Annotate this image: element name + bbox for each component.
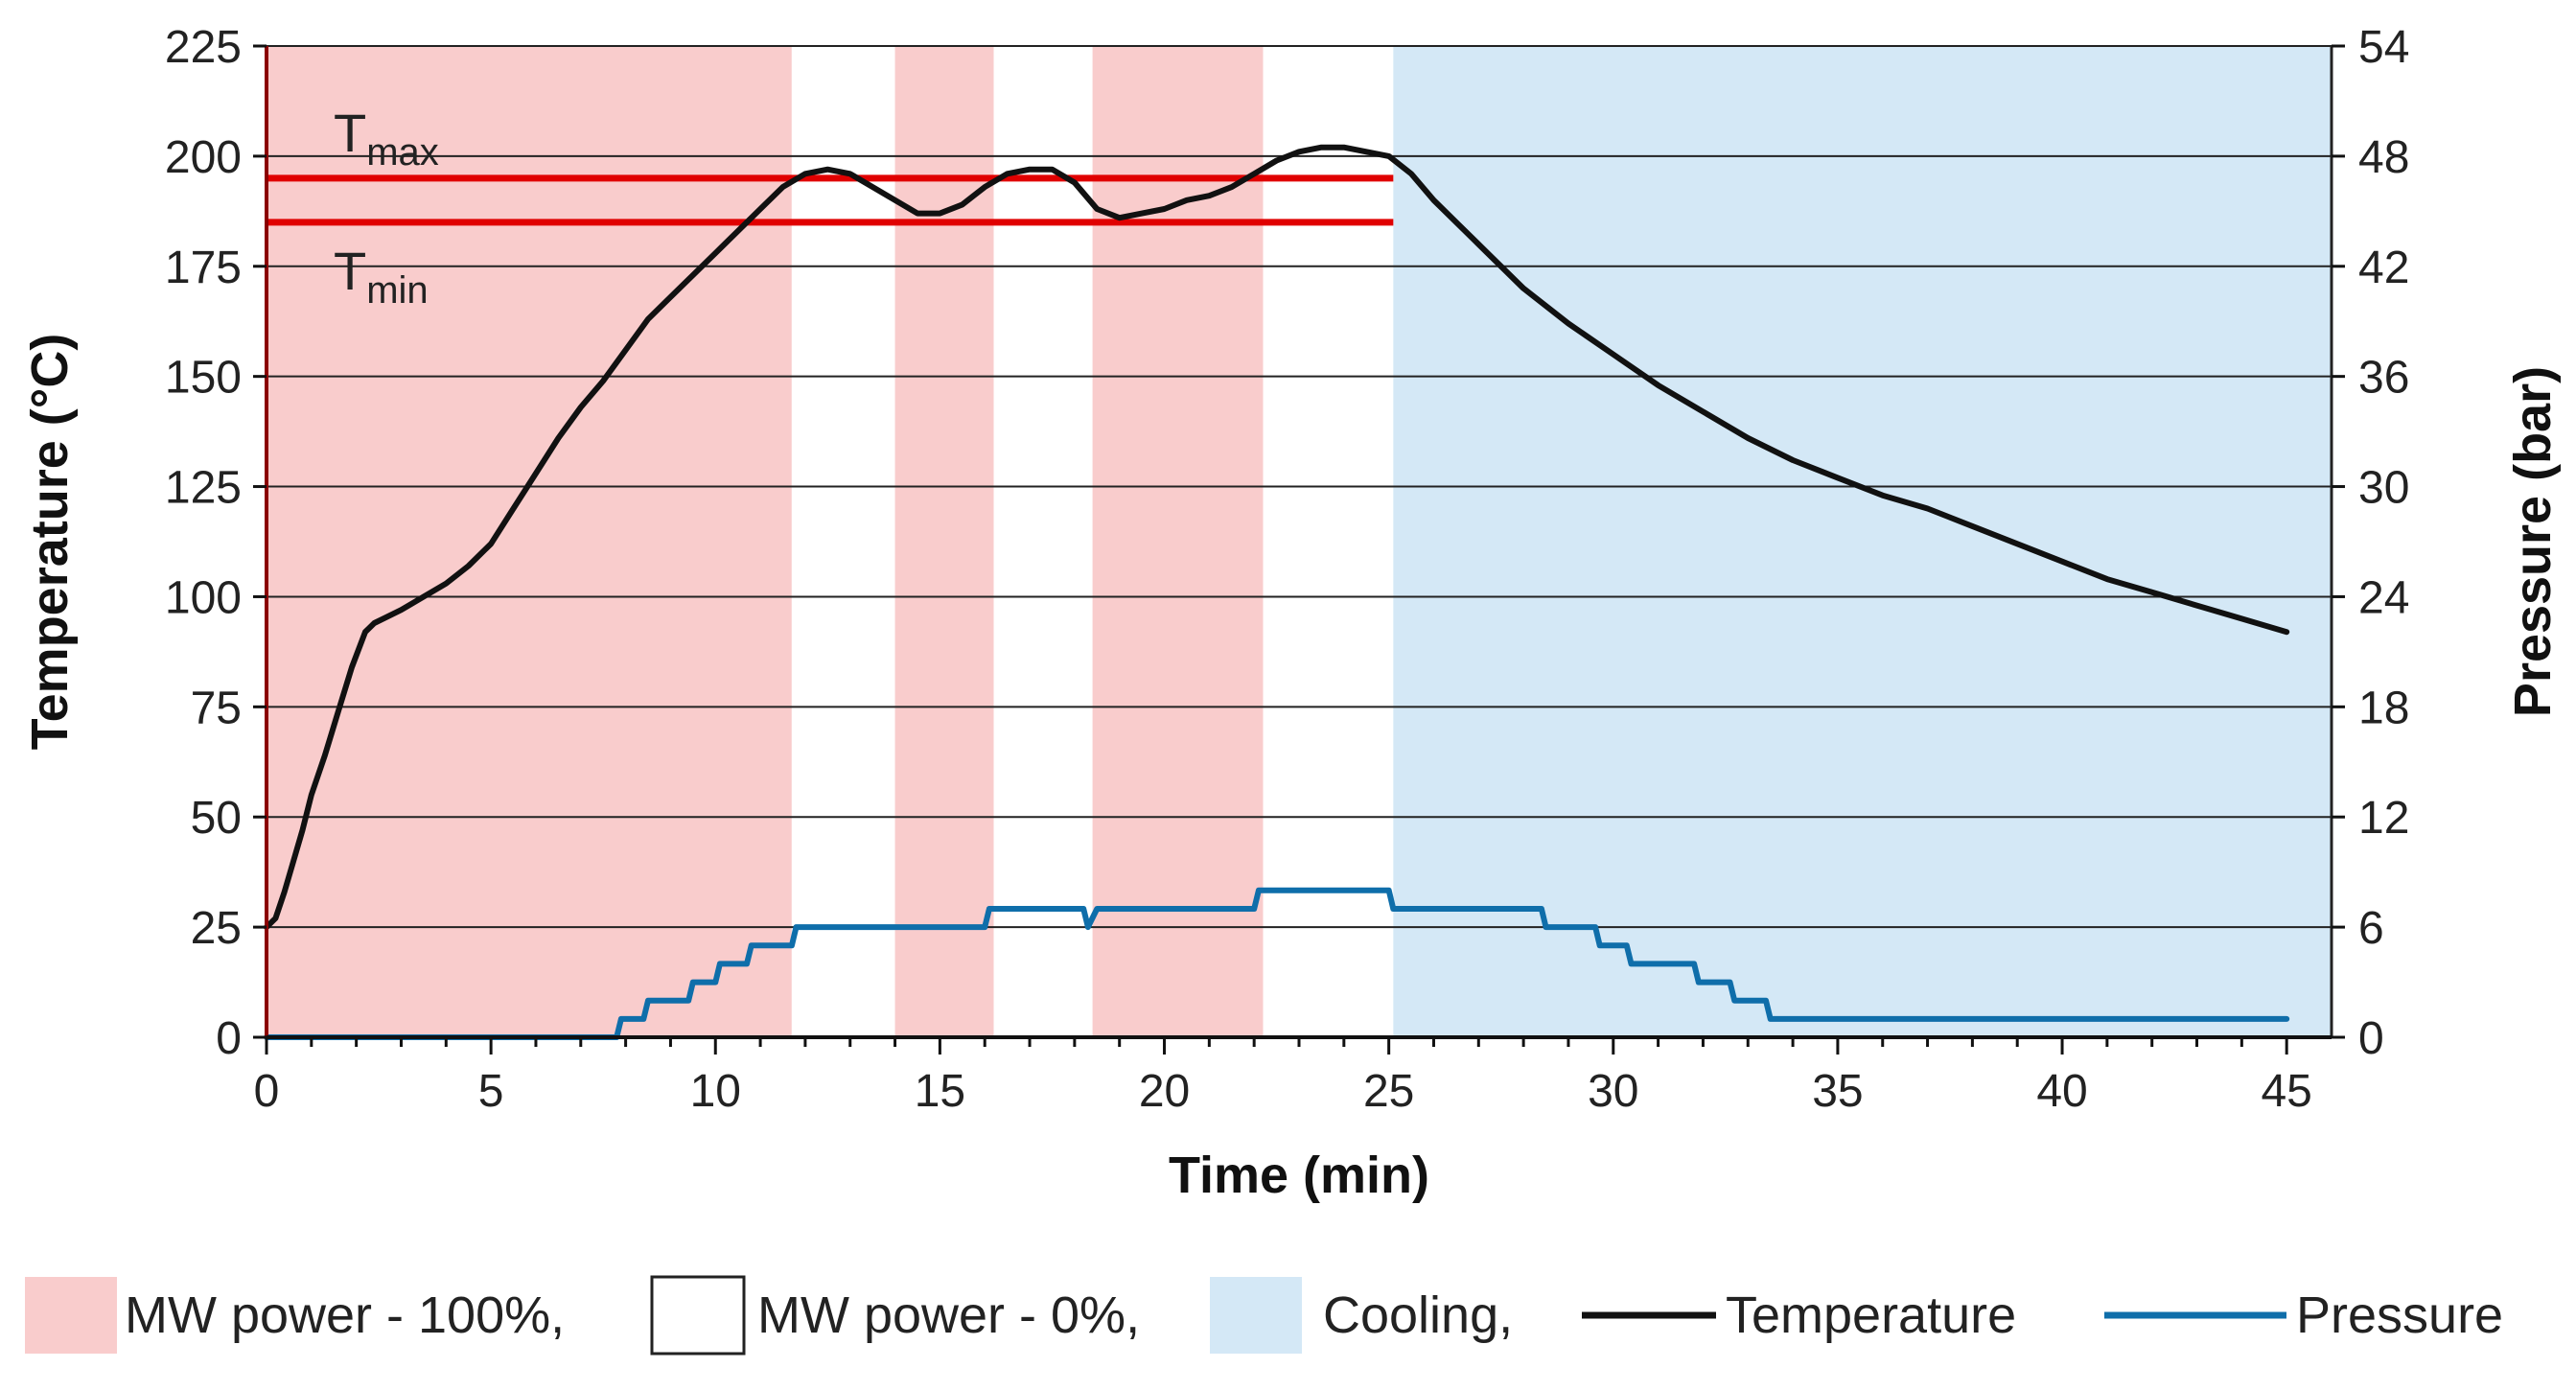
legend-swatch-0 [25, 1277, 117, 1354]
axes [253, 44, 2345, 1055]
limit-label-tmax: Tmax [334, 103, 439, 174]
legend-label-1: MW power - 0%, [757, 1287, 1140, 1344]
region-off-1 [791, 46, 895, 1037]
y-tick-label: 25 [191, 903, 242, 954]
y2-tick-label: 0 [2358, 1013, 2384, 1064]
legend-label-0: MW power - 100%, [125, 1287, 565, 1344]
x-tick-label: 15 [915, 1066, 965, 1117]
legend-label-4: Pressure [2296, 1287, 2503, 1344]
tick-labels: 0 5 10 15 20 25 30 35 40 45 0 25 50 75 100 125 150 175 200… [165, 22, 2409, 1117]
y-tick-label: 100 [165, 572, 242, 623]
x-tick-label: 20 [1139, 1066, 1190, 1117]
y2-tick-label: 42 [2358, 243, 2409, 293]
legend-label-3: Temperature [1726, 1287, 2016, 1344]
series-lines [264, 144, 2290, 1040]
region-heating-4 [1092, 46, 1264, 1037]
y-tick-label: 125 [165, 463, 242, 514]
y2-tick-label: 18 [2358, 683, 2409, 733]
y-tick-label: 75 [191, 683, 242, 733]
x-tick-label: 25 [1363, 1066, 1414, 1117]
region-cooling-6 [1393, 46, 2332, 1037]
y-tick-label: 0 [216, 1013, 242, 1064]
y2-tick-label: 48 [2358, 132, 2409, 183]
x-tick-label: 30 [1588, 1066, 1638, 1117]
x-axis-title: Time (min) [1169, 1147, 1429, 1204]
y-tick-label: 200 [165, 132, 242, 183]
series-pressure-line [264, 887, 2290, 1040]
x-tick-label: 0 [254, 1066, 280, 1117]
limit-lines: Tmax Tmin [267, 103, 1394, 312]
y-tick-label: 150 [165, 353, 242, 404]
legend-label-2: Cooling, [1323, 1287, 1513, 1344]
legend: MW power - 100%, MW power - 0%, Cooling, Te… [25, 1275, 2503, 1356]
y2-tick-label: 36 [2358, 353, 2409, 404]
x-tick-label: 45 [2261, 1066, 2311, 1117]
region-off-5 [1263, 46, 1394, 1037]
y-tick-label: 225 [165, 22, 242, 73]
y2-tick-label: 24 [2358, 572, 2409, 623]
gridlines [267, 45, 2332, 929]
y-axis-title: Temperature (°C) [21, 334, 79, 751]
y2-axis-title: Pressure (bar) [2504, 366, 2562, 717]
legend-swatch-1 [650, 1275, 746, 1356]
x-tick-label: 40 [2036, 1066, 2087, 1117]
legend-swatch-2 [1210, 1277, 1302, 1354]
y2-tick-label: 12 [2358, 793, 2409, 844]
x-tick-label: 5 [478, 1066, 504, 1117]
region-off-3 [993, 46, 1093, 1037]
y-tick-label: 50 [191, 793, 242, 844]
x-tick-label: 35 [1812, 1066, 1863, 1117]
series-temperature-line [264, 144, 2290, 931]
y2-tick-label: 30 [2358, 463, 2409, 514]
x-tick-label: 10 [690, 1066, 741, 1117]
limit-label-tmin: Tmin [334, 241, 429, 312]
y2-tick-label: 6 [2358, 903, 2384, 954]
y2-tick-label: 54 [2358, 22, 2409, 73]
region-heating-0 [267, 46, 792, 1037]
plot-regions [267, 46, 2332, 1037]
y-tick-label: 175 [165, 243, 242, 293]
